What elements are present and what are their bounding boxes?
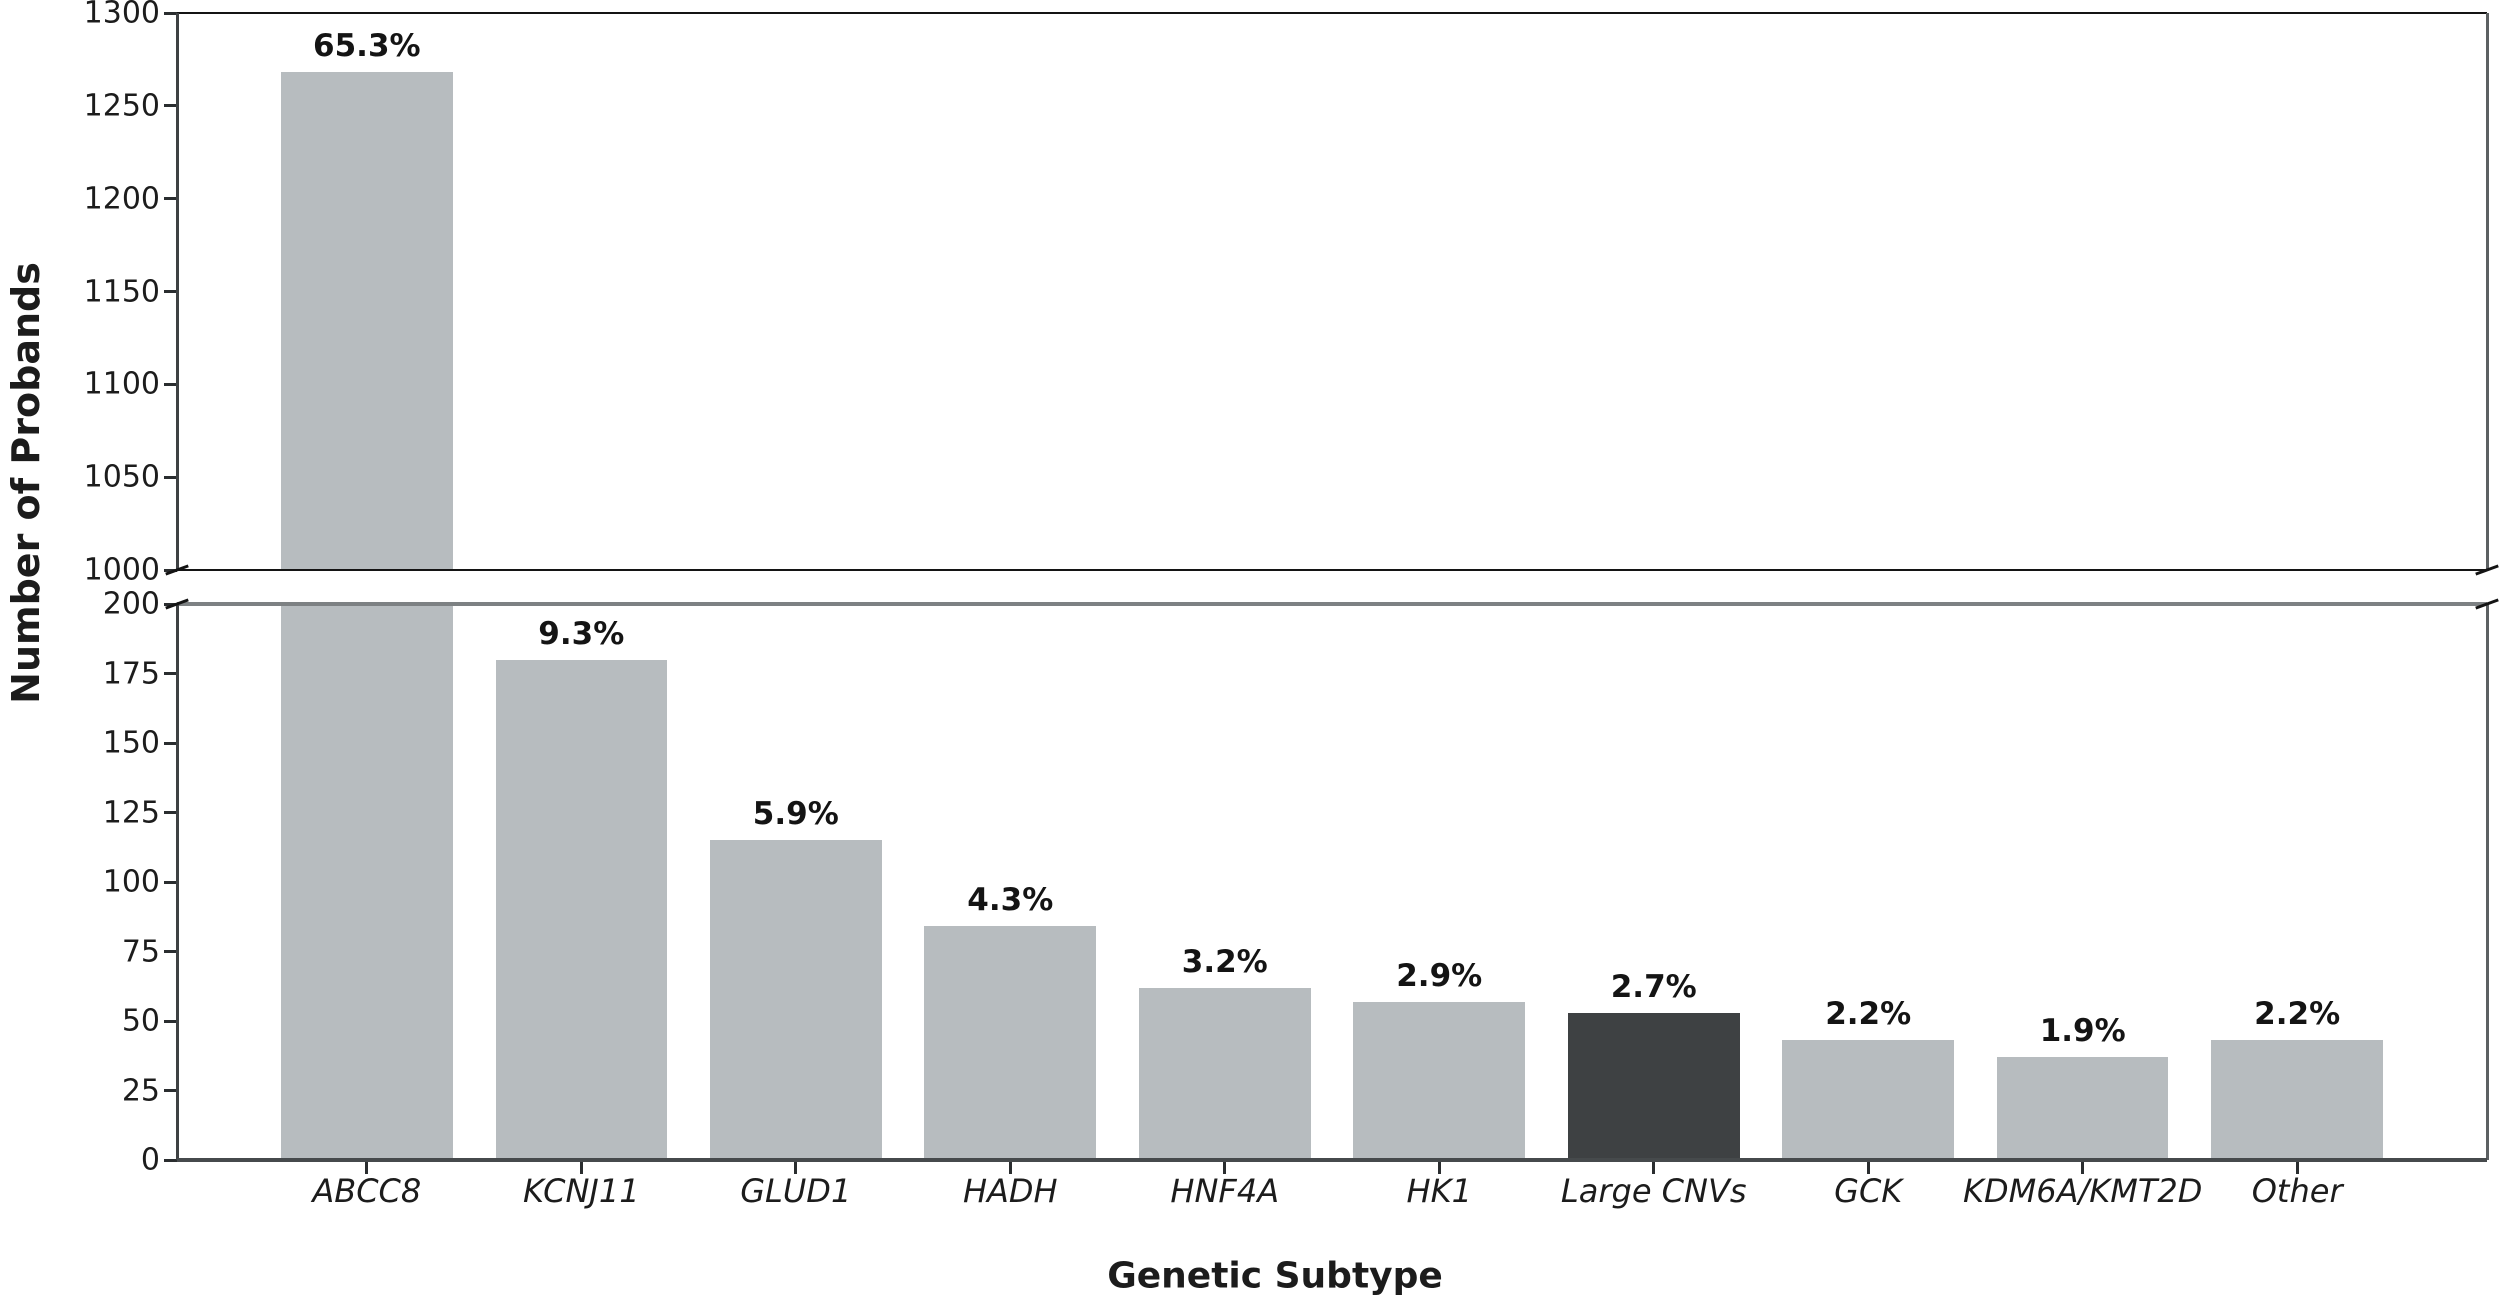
x-axis-title: Genetic Subtype (1107, 1255, 1443, 1297)
x-tick-mark (794, 1162, 798, 1174)
y-tick-label-lower: 0 (140, 1142, 160, 1178)
x-tick-label-hadh: HADH (962, 1172, 1058, 1210)
bar-kdm6a-kmt2d (1996, 1057, 2169, 1160)
bar-value-label-kdm6a-kmt2d: 1.9% (2039, 1013, 2126, 1050)
bar-hadh (924, 926, 1097, 1160)
y-tick-mark-lower (164, 1019, 177, 1023)
lower-panel-right-spine (2485, 604, 2489, 1160)
y-axis-title: Number of Probands (4, 262, 48, 704)
bar-other (2211, 1040, 2383, 1160)
y-tick-mark-lower (164, 741, 177, 745)
y-tick-label-upper: 1100 (83, 366, 160, 402)
y-tick-mark-lower (164, 950, 177, 953)
y-tick-mark-upper (164, 104, 177, 108)
y-tick-mark-upper (164, 475, 177, 479)
y-tick-label-lower: 75 (121, 934, 160, 969)
y-tick-label-lower: 100 (102, 864, 160, 900)
lower-panel-left-spine (175, 604, 179, 1160)
x-tick-label-kdm6a-kmt2d: KDM6A/KMT2D (1962, 1172, 2203, 1210)
bar-value-label-gck: 2.2% (1825, 996, 1912, 1033)
y-tick-mark-upper (164, 290, 177, 293)
bar-hnf4a (1138, 987, 1311, 1160)
bar-value-label-other: 2.2% (2254, 996, 2341, 1033)
y-tick-mark-upper (164, 382, 177, 386)
x-tick-label-kcnj11: KCNJ11 (523, 1172, 640, 1210)
y-tick-label-lower: 25 (121, 1073, 160, 1108)
y-tick-label-lower: 125 (102, 795, 160, 830)
x-axis-line (177, 1158, 2487, 1162)
y-tick-label-lower: 175 (102, 656, 160, 691)
upper-panel-right-spine (2485, 13, 2489, 570)
x-tick-label-large-cnvs: Large CNVs (1560, 1172, 1747, 1210)
y-tick-label-upper: 1000 (83, 552, 160, 588)
y-tick-label-lower: 50 (121, 1003, 160, 1039)
y-tick-label-upper: 1300 (83, 0, 160, 31)
y-tick-label-lower: 150 (102, 725, 160, 761)
y-tick-mark-upper (164, 11, 177, 15)
bar-value-label-hk1: 2.9% (1396, 957, 1483, 994)
lower-panel-break-edge (177, 602, 2487, 606)
y-tick-mark-lower (164, 672, 177, 675)
bar-value-label-abcc8: 65.3% (313, 28, 421, 65)
y-tick-mark-upper (164, 197, 177, 201)
x-tick-mark (1223, 1162, 1227, 1174)
bar-abcc8 (281, 604, 453, 1160)
x-tick-mark (1008, 1162, 1012, 1174)
y-tick-mark-lower (164, 1089, 177, 1092)
bar-kcnj11 (495, 659, 668, 1160)
y-tick-label-upper: 1200 (83, 181, 160, 217)
bar-glud1 (709, 840, 882, 1160)
y-tick-mark-lower (164, 1158, 177, 1162)
x-tick-label-hnf4a: HNF4A (1170, 1172, 1280, 1210)
y-tick-label-lower: 200 (102, 586, 160, 622)
x-tick-mark (365, 1162, 369, 1174)
bar-abcc8-upper-segment (281, 72, 453, 570)
bar-value-label-kcnj11: 9.3% (538, 615, 625, 652)
upper-panel-top-spine (177, 12, 2487, 14)
x-tick-label-other: Other (2251, 1172, 2343, 1210)
bar-gck (1782, 1040, 1954, 1160)
y-tick-mark-lower (164, 880, 177, 884)
bar-value-label-hadh: 4.3% (967, 882, 1054, 919)
bar-value-label-glud1: 5.9% (752, 796, 839, 833)
x-tick-mark (1652, 1162, 1656, 1174)
x-tick-mark (1437, 1162, 1441, 1174)
y-tick-label-upper: 1150 (83, 274, 160, 309)
x-tick-mark (579, 1162, 583, 1174)
x-tick-label-hk1: HK1 (1406, 1172, 1472, 1210)
bar-hk1 (1353, 1001, 1526, 1160)
y-tick-label-upper: 1250 (83, 88, 160, 124)
x-tick-mark (2081, 1162, 2085, 1174)
x-tick-mark (2295, 1162, 2299, 1174)
x-tick-label-glud1: GLUD1 (740, 1172, 852, 1210)
bar-value-label-hnf4a: 3.2% (1181, 943, 1268, 980)
upper-panel-left-spine (175, 13, 179, 570)
x-tick-label-gck: GCK (1834, 1172, 1903, 1210)
bar-value-label-large-cnvs: 2.7% (1610, 968, 1697, 1005)
y-tick-mark-lower (164, 811, 177, 814)
y-tick-label-upper: 1050 (83, 459, 160, 495)
x-tick-mark (1866, 1162, 1870, 1174)
bar-large-cnvs (1567, 1012, 1740, 1160)
upper-panel-break-edge (177, 569, 2487, 571)
x-tick-label-abcc8: ABCC8 (312, 1172, 422, 1210)
